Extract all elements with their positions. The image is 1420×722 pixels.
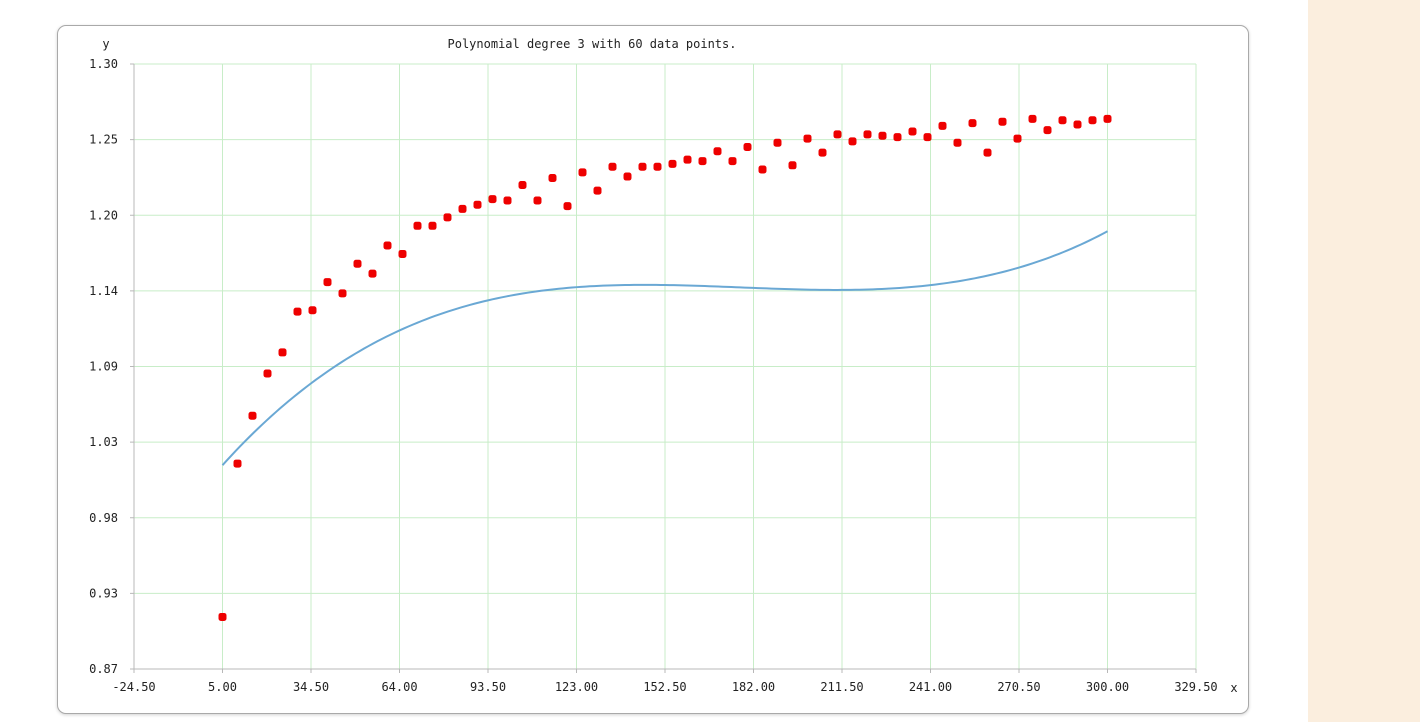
data-point bbox=[1013, 134, 1022, 143]
data-point bbox=[233, 459, 242, 468]
side-panel bbox=[1308, 0, 1420, 722]
data-point bbox=[893, 133, 902, 142]
data-point bbox=[773, 138, 782, 147]
data-point bbox=[248, 411, 257, 420]
x-axis-label: x bbox=[1230, 681, 1237, 695]
x-tick-label: 300.00 bbox=[1086, 680, 1129, 694]
data-point bbox=[1043, 126, 1052, 135]
data-point bbox=[938, 121, 947, 130]
x-tick-label: 182.00 bbox=[732, 680, 775, 694]
x-tick-label: -24.50 bbox=[112, 680, 155, 694]
fit-curve bbox=[221, 230, 1108, 466]
data-point bbox=[743, 143, 752, 152]
data-point bbox=[293, 307, 302, 316]
data-point bbox=[563, 202, 572, 211]
y-tick-label: 0.93 bbox=[89, 586, 118, 600]
data-point bbox=[323, 278, 332, 287]
x-tick-label: 93.50 bbox=[470, 680, 506, 694]
data-point bbox=[398, 249, 407, 258]
chart-title: Polynomial degree 3 with 60 data points. bbox=[448, 37, 737, 51]
data-point bbox=[578, 168, 587, 177]
x-tick-label: 270.50 bbox=[997, 680, 1040, 694]
y-tick-label: 0.98 bbox=[89, 511, 118, 525]
grid-lines bbox=[133, 63, 1197, 670]
data-point bbox=[923, 133, 932, 142]
data-point bbox=[863, 130, 872, 139]
x-tick-label: 211.50 bbox=[820, 680, 863, 694]
data-point bbox=[878, 131, 887, 140]
y-tick-label: 1.30 bbox=[89, 57, 118, 71]
data-point bbox=[653, 162, 662, 171]
x-axis-ticks: -24.50 5.00 34.50 64.00 93.50 123.00 152.50 182… bbox=[112, 680, 1217, 694]
data-point bbox=[383, 241, 392, 250]
data-point bbox=[353, 259, 362, 268]
y-tick-label: 0.87 bbox=[89, 662, 118, 676]
data-point bbox=[278, 348, 287, 357]
y-axis-label: y bbox=[102, 37, 109, 51]
data-point bbox=[698, 157, 707, 166]
data-point bbox=[503, 196, 512, 205]
data-point bbox=[713, 147, 722, 156]
data-point bbox=[788, 161, 797, 170]
x-tick-label: 329.50 bbox=[1174, 680, 1217, 694]
y-tick-label: 1.09 bbox=[89, 360, 118, 374]
data-point bbox=[1103, 114, 1112, 123]
data-point bbox=[758, 165, 767, 174]
data-point bbox=[638, 162, 647, 171]
data-point bbox=[533, 196, 542, 205]
data-point bbox=[488, 195, 497, 204]
data-point bbox=[473, 200, 482, 209]
data-point bbox=[428, 221, 437, 230]
x-tick-label: 152.50 bbox=[643, 680, 686, 694]
x-tick-label: 241.00 bbox=[909, 680, 952, 694]
data-point bbox=[998, 117, 1007, 126]
data-point bbox=[218, 612, 227, 621]
y-tick-label: 1.03 bbox=[89, 435, 118, 449]
data-point bbox=[668, 159, 677, 168]
data-point bbox=[413, 221, 422, 230]
data-point bbox=[683, 155, 692, 164]
data-point bbox=[338, 289, 347, 298]
data-point bbox=[458, 204, 467, 213]
x-tick-label: 5.00 bbox=[208, 680, 237, 694]
y-tick-label: 1.14 bbox=[89, 284, 118, 298]
data-point bbox=[623, 172, 632, 181]
data-point bbox=[983, 148, 992, 157]
data-point bbox=[953, 138, 962, 147]
data-point bbox=[1028, 114, 1037, 123]
data-points bbox=[218, 114, 1112, 621]
data-point bbox=[308, 306, 317, 315]
data-point bbox=[1088, 116, 1097, 125]
data-point bbox=[368, 269, 377, 278]
data-point bbox=[518, 181, 527, 189]
data-point bbox=[848, 137, 857, 146]
data-point bbox=[593, 186, 602, 195]
y-tick-label: 1.20 bbox=[89, 208, 118, 222]
data-point bbox=[908, 127, 917, 136]
y-tick-label: 1.25 bbox=[89, 133, 118, 147]
data-point bbox=[263, 369, 272, 378]
data-point bbox=[548, 173, 557, 182]
data-point bbox=[968, 119, 977, 128]
y-axis-ticks: 0.87 0.93 0.98 1.03 1.09 1.14 1.20 1.25 1.30 bbox=[89, 57, 118, 676]
data-point bbox=[443, 213, 452, 222]
data-point bbox=[818, 148, 827, 157]
x-tick-label: 64.00 bbox=[381, 680, 417, 694]
data-point bbox=[803, 134, 812, 143]
data-point bbox=[608, 162, 617, 171]
data-point bbox=[1073, 120, 1082, 129]
x-tick-label: 34.50 bbox=[293, 680, 329, 694]
data-point bbox=[1058, 116, 1067, 125]
axes bbox=[130, 63, 1197, 673]
data-point bbox=[833, 130, 842, 139]
x-tick-label: 123.00 bbox=[555, 680, 598, 694]
data-point bbox=[728, 157, 737, 166]
